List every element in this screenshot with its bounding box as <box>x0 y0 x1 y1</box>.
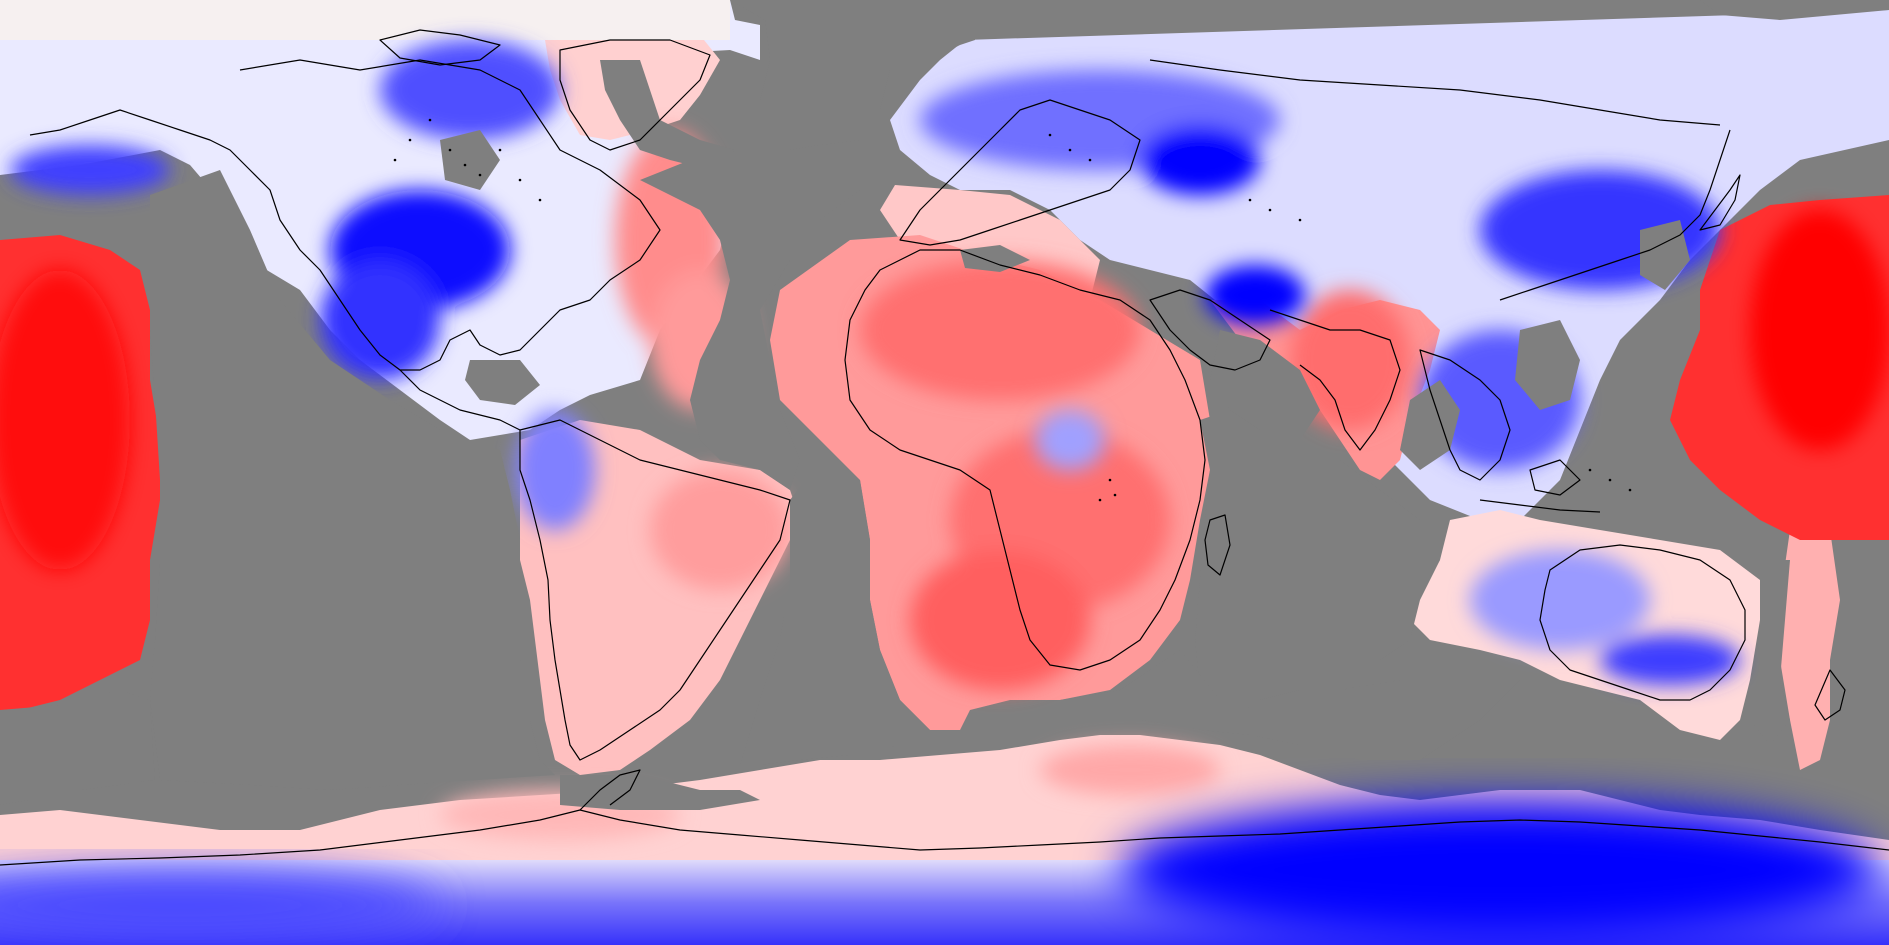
warm-blob-india <box>1290 290 1410 430</box>
warm-blob-brazil <box>650 470 790 590</box>
cool-anomalies <box>10 40 1740 685</box>
antarctic-cold-west <box>0 870 440 940</box>
coastline-australia <box>1539 544 1746 701</box>
region-new-zealand <box>1780 530 1840 770</box>
region-arctic-strip <box>0 0 730 40</box>
coastline-new-zealand <box>1814 669 1846 721</box>
cool-blob-andes <box>515 410 595 530</box>
mask-southern-indian <box>1060 650 1520 760</box>
mask-south-atlantic <box>740 460 930 765</box>
warm-blob-sahara <box>860 260 1140 400</box>
mask-atlantic-top <box>730 0 975 150</box>
cool-blob-australia <box>1470 550 1650 650</box>
coastline-arctic-islands <box>379 29 501 66</box>
coastline-south-america <box>519 419 791 761</box>
mask-south-pacific-west <box>0 690 155 805</box>
mask-indian-ocean <box>1195 410 1440 710</box>
mask-hudson-bay <box>440 130 500 190</box>
warm-blob-w-pacific-core <box>1750 210 1889 450</box>
coastline-indonesia-2 <box>1529 459 1581 496</box>
warm-blob-southern-1 <box>1040 745 1220 795</box>
warm-anomalies <box>0 130 1889 840</box>
cool-blob-canada <box>380 40 560 140</box>
coastline-greenland <box>559 39 711 151</box>
coastline-europe <box>899 99 1141 246</box>
cool-blob-e-asia <box>1480 170 1720 290</box>
coastline-east-asia <box>1499 129 1731 301</box>
warm-blob-south-africa <box>910 550 1090 690</box>
mask-south-pacific-east <box>1750 560 1790 745</box>
warm-blob-e-pacific-core <box>0 270 130 570</box>
coastline-africa <box>844 249 1206 671</box>
coastline-south-asia <box>1269 309 1401 451</box>
mask-gulf-of-mexico <box>465 360 540 405</box>
mask-japan-sea <box>1640 220 1690 290</box>
mask-arctic-right <box>1700 0 1889 20</box>
mask-weddell <box>560 775 760 810</box>
cool-blob-s-australia <box>1600 635 1740 685</box>
mask-south-china-sea <box>1515 320 1580 410</box>
coastline-antarctic-peninsula <box>579 769 641 811</box>
cool-blob-iran <box>1205 265 1305 325</box>
mask-mediterranean <box>960 245 1030 272</box>
mask-north-atlantic <box>640 140 880 490</box>
cool-blob-central-africa <box>1035 410 1105 470</box>
coastline-antarctica <box>0 809 1889 866</box>
mask-labrador <box>600 60 735 170</box>
cool-blob-alaska <box>10 145 170 195</box>
cool-blob-mexico <box>320 260 440 380</box>
mask-arabian-sea <box>1210 330 1320 440</box>
coastline-indonesia-1 <box>1479 499 1601 513</box>
coastline-madagascar <box>1204 514 1231 576</box>
coastline-japan <box>1699 174 1741 231</box>
antarctic-band <box>0 800 1889 945</box>
coastline-north-america <box>29 59 661 371</box>
antarctic-cold-core <box>1120 800 1880 940</box>
mask-central-pacific <box>150 170 555 790</box>
cool-blob-siberia <box>1140 125 1260 195</box>
coastline-siberia-north <box>1149 59 1721 126</box>
coastline-southeast-asia <box>1419 349 1511 481</box>
coastlines <box>0 29 1889 866</box>
no-data-masks <box>0 0 1889 810</box>
coastline-details <box>393 118 1632 502</box>
mask-bay-of-bengal <box>1400 380 1460 470</box>
coastline-arabia <box>1149 289 1271 371</box>
coastline-central-america <box>399 369 521 431</box>
